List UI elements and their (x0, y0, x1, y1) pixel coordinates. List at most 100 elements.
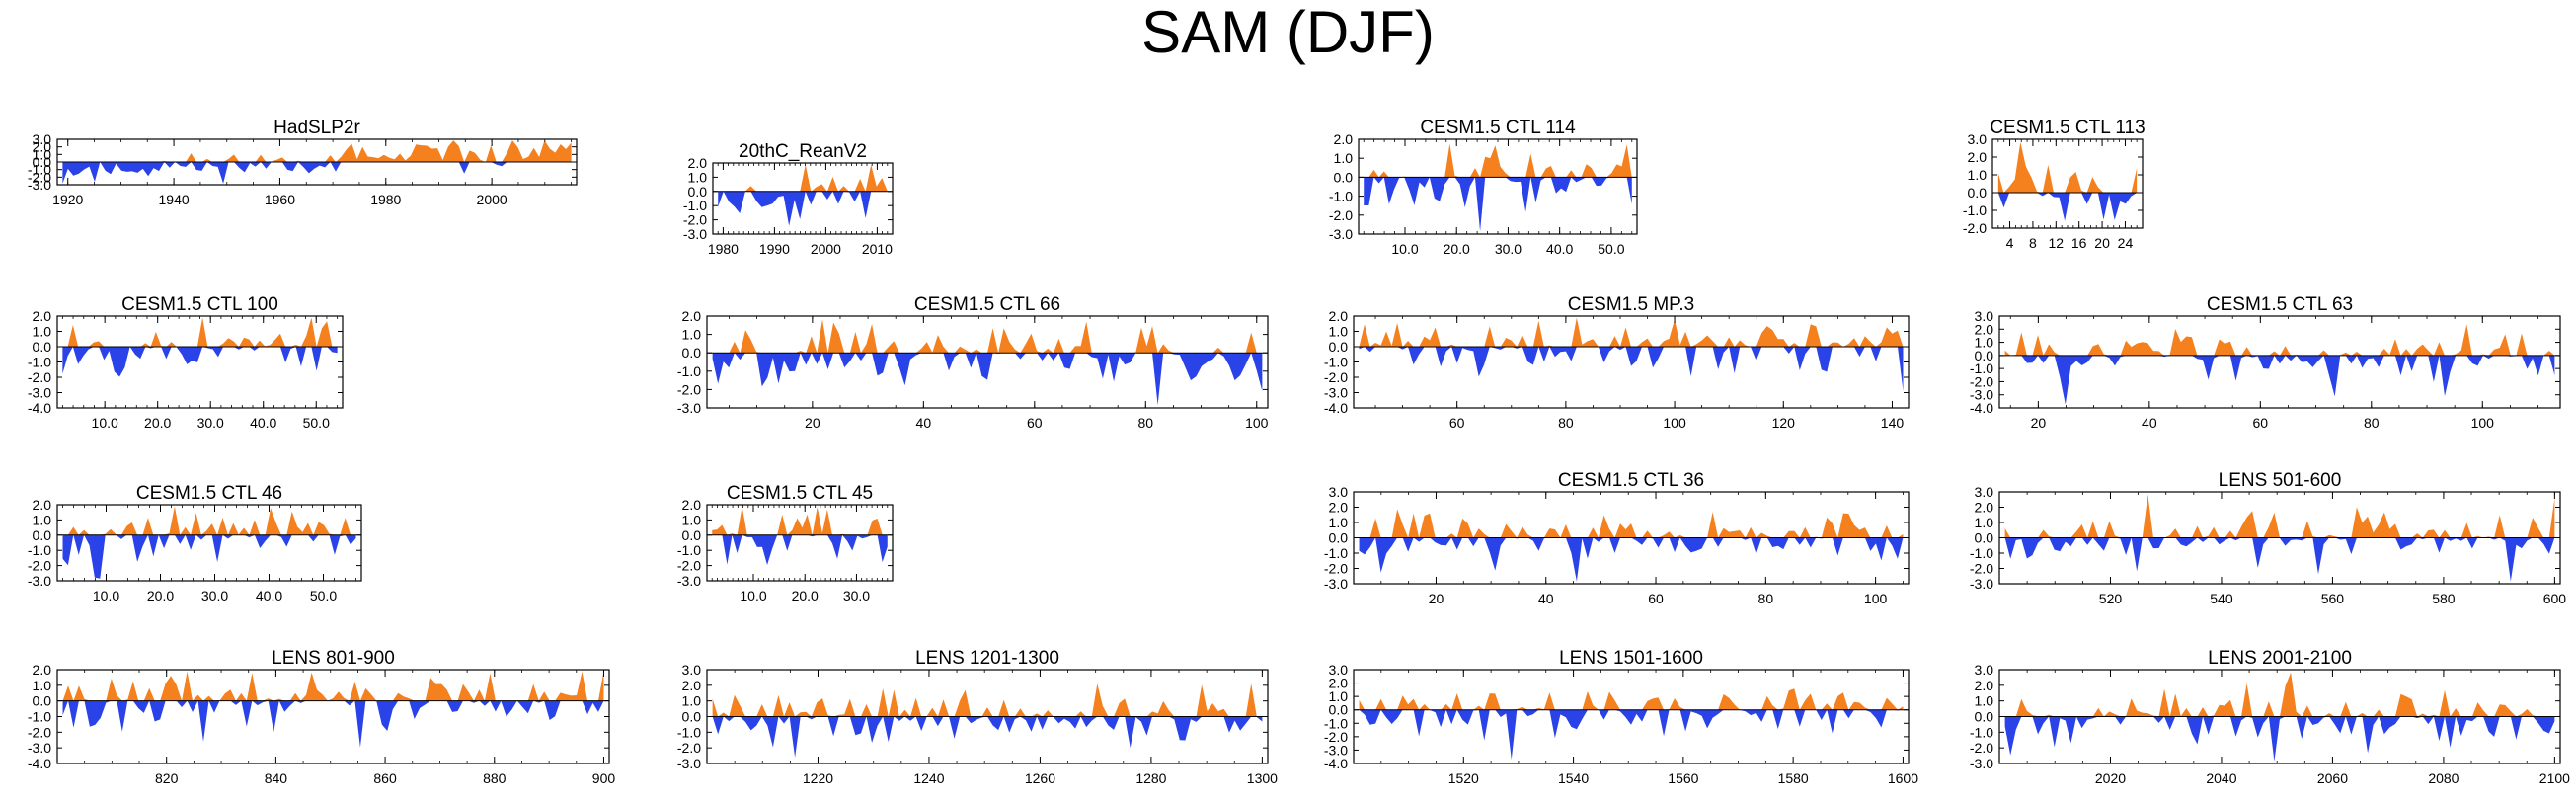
x-tick-label: 140 (1881, 415, 1905, 431)
y-tick-label: -1.0 (1970, 724, 1993, 740)
positive-area (1364, 143, 1632, 178)
y-tick-label: 2.0 (33, 497, 52, 513)
y-tick-label: -2.0 (1324, 561, 1348, 577)
y-tick-label: -1.0 (1324, 715, 1348, 731)
y-tick-label: 3.0 (1975, 484, 1994, 500)
y-tick-label: 1.0 (33, 512, 52, 527)
y-tick-label: 3.0 (1329, 662, 1349, 678)
y-tick-label: -2.0 (1970, 561, 1993, 577)
y-tick-label: 1.0 (1329, 688, 1349, 704)
x-tick-label: 20 (805, 415, 820, 431)
x-tick-label: 540 (2210, 591, 2233, 606)
plot-frame (56, 504, 362, 582)
x-tick-label: 1960 (265, 192, 295, 207)
y-tick-label: 2.0 (682, 308, 702, 324)
x-tick-label: 10.0 (1391, 241, 1418, 257)
panel-title: LENS 2001-2100 (2208, 648, 2352, 669)
positive-area (2004, 672, 2555, 717)
y-tick-label: 1.0 (1968, 167, 1988, 183)
x-tick-label: 20 (2031, 415, 2047, 431)
panel-title: CESM1.5 CTL 100 (121, 294, 278, 315)
y-tick-label: -1.0 (1963, 202, 1987, 218)
positive-area (1359, 317, 1904, 347)
y-tick-label: 1.0 (33, 678, 52, 693)
panel-8: CESM1.5 CTL 63 3.02.01.00.0-1.0-2.0-3.0-4… (1970, 294, 2561, 431)
plot-frame (1353, 669, 1910, 764)
negative-area (2004, 716, 2555, 762)
y-tick-label: 1.0 (1975, 335, 1994, 351)
x-tick-label: 2000 (477, 192, 507, 207)
y-tick-label: 3.0 (1329, 484, 1349, 500)
y-tick-label: 0.0 (1975, 709, 1994, 725)
panel-title: CESM1.5 CTL 113 (1990, 118, 2145, 138)
x-tick-label: 860 (373, 770, 397, 786)
plot-frame (712, 162, 894, 235)
x-tick-label: 100 (2471, 415, 2495, 431)
x-tick-label: 40.0 (1546, 241, 1573, 257)
negative-area (712, 534, 888, 566)
y-tick-label: -3.0 (1329, 226, 1353, 242)
x-tick-label: 20.0 (1444, 241, 1470, 257)
y-tick-label: -4.0 (1324, 756, 1348, 771)
y-tick-label: -3.0 (28, 573, 51, 589)
y-tick-label: -1.0 (28, 542, 51, 558)
y-tick-label: -2.0 (1970, 373, 1993, 389)
y-tick-label: -3.0 (677, 400, 701, 416)
x-tick-label: 1980 (708, 241, 739, 257)
panel-11: CESM1.5 CTL 36 3.02.01.00.0-1.0-2.0-3.0 20… (1324, 470, 1910, 606)
y-tick-label: -4.0 (28, 756, 51, 771)
negative-area (62, 700, 604, 748)
panel-title: LENS 801-900 (272, 648, 395, 669)
negative-area (712, 353, 1263, 406)
y-tick-label: -1.0 (677, 724, 701, 740)
y-tick-label: 1.0 (682, 512, 702, 527)
y-tick-label: 1.0 (1329, 515, 1349, 530)
y-tick-label: 2.0 (33, 662, 52, 678)
x-tick-label: 20 (2094, 235, 2110, 251)
x-tick-label: 2080 (2428, 770, 2459, 786)
y-tick-label: -1.0 (1324, 355, 1348, 370)
x-tick-label: 2010 (862, 241, 893, 257)
x-tick-label: 2040 (2206, 770, 2236, 786)
y-tick-label: 2.0 (688, 155, 708, 171)
panel-title: LENS 501-600 (2219, 470, 2342, 491)
negative-area (2004, 537, 2555, 582)
figure-title: SAM (DJF) (1141, 0, 1435, 65)
x-tick-label: 100 (1245, 415, 1269, 431)
y-tick-label: -2.0 (677, 558, 701, 574)
x-tick-label: 560 (2321, 591, 2345, 606)
negative-area (712, 716, 1263, 758)
y-tick-label: 0.0 (33, 154, 52, 170)
x-tick-label: 100 (1864, 591, 1888, 606)
y-tick-label: 0.0 (33, 693, 52, 709)
y-tick-label: -3.0 (1324, 742, 1348, 758)
y-tick-label: 1.0 (33, 146, 52, 162)
y-tick-label: -3.0 (677, 573, 701, 589)
y-tick-label: 0.0 (688, 184, 708, 200)
y-tick-label: -1.0 (28, 162, 51, 178)
y-tick-label: 3.0 (33, 131, 52, 147)
y-tick-label: -2.0 (1329, 207, 1353, 223)
y-tick-label: -1.0 (1970, 361, 1993, 376)
y-tick-label: -3.0 (28, 740, 51, 756)
y-tick-label: -3.0 (1324, 385, 1348, 401)
x-tick-label: 10.0 (93, 588, 119, 603)
y-tick-label: 0.0 (1329, 339, 1349, 355)
x-tick-label: 30.0 (1495, 241, 1522, 257)
x-tick-label: 80 (1758, 591, 1774, 606)
y-tick-label: -3.0 (1970, 387, 1993, 403)
plot-frame (56, 315, 344, 409)
y-tick-label: 3.0 (1968, 131, 1988, 147)
x-tick-label: 40.0 (256, 588, 282, 603)
x-tick-label: 1540 (1558, 770, 1589, 786)
y-tick-label: -2.0 (28, 558, 51, 574)
positive-area (62, 140, 572, 162)
panel-9: CESM1.5 CTL 46 2.01.00.0-1.0-2.0-3.0 10.0 2… (28, 483, 362, 603)
x-tick-label: 2020 (2095, 770, 2126, 786)
x-tick-label: 60 (1027, 415, 1043, 431)
y-tick-label: 3.0 (682, 662, 702, 678)
x-tick-label: 40 (1538, 591, 1554, 606)
